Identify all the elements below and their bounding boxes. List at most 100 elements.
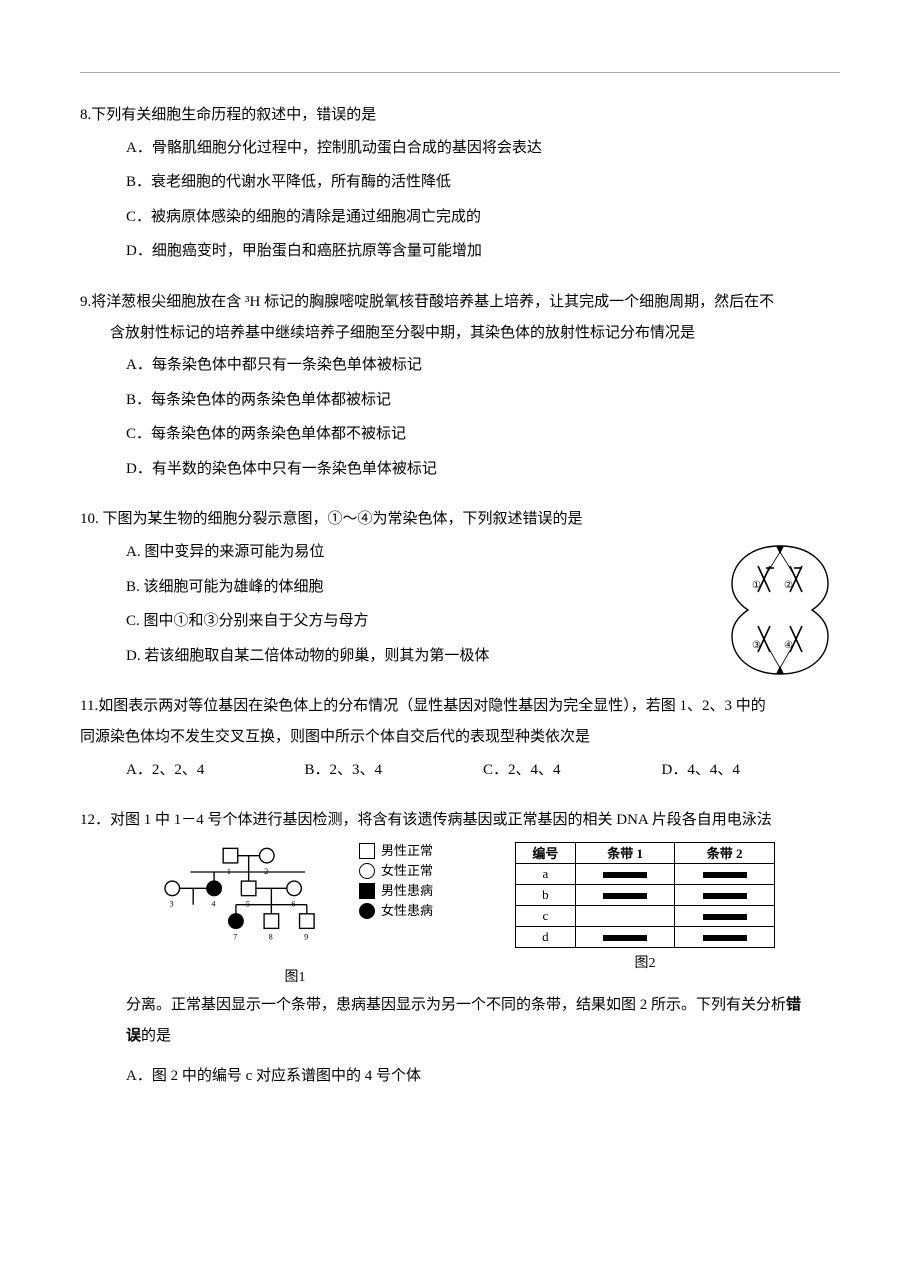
row-id: a — [516, 863, 576, 884]
legend-text: 男性正常 — [381, 842, 433, 860]
q12-opt-a: A．图 2 中的编号 c 对应系谱图中的 4 号个体 — [126, 1059, 840, 1094]
cell-band — [575, 884, 675, 905]
svg-text:2: 2 — [264, 867, 268, 876]
q10-number: 10. — [80, 511, 99, 527]
band-icon — [603, 893, 647, 899]
q9-stem-l1: 将洋葱根尖细胞放在含 ³H 标记的胸腺嘧啶脱氧核苷酸培养基上培养，让其完成一个细… — [91, 294, 774, 310]
q9-opt-c: C．每条染色体的两条染色单体都不被标记 — [126, 417, 840, 452]
table-header-row: 编号 条带 1 条带 2 — [516, 842, 775, 863]
q9-opt-a: A．每条染色体中都只有一条染色单体被标记 — [126, 348, 840, 383]
band-icon — [703, 872, 747, 878]
svg-text:②: ② — [784, 580, 793, 591]
cell-band — [675, 863, 775, 884]
page: 8.下列有关细胞生命历程的叙述中，错误的是 A．骨骼肌细胞分化过程中，控制肌动蛋… — [0, 0, 920, 1274]
q8-number: 8. — [80, 107, 91, 123]
q11-stem: 11.如图表示两对等位基因在染色体上的分布情况（显性基因对隐性基因为完全显性），… — [80, 691, 840, 753]
q11-options: A．2、2、4 B．2、3、4 C．2、4、4 D．4、4、4 — [80, 753, 840, 788]
col-id: 编号 — [516, 842, 576, 863]
fig2-caption: 图2 — [515, 952, 775, 972]
q12-number: 12． — [80, 812, 110, 828]
table-row: d — [516, 926, 775, 947]
svg-text:7: 7 — [233, 932, 237, 941]
svg-text:5: 5 — [246, 899, 250, 908]
cell-band — [575, 926, 675, 947]
cell-band — [675, 926, 775, 947]
q8-opt-c: C．被病原体感染的细胞的清除是通过细胞凋亡完成的 — [126, 200, 840, 235]
band-icon — [703, 893, 747, 899]
q8-opt-a: A．骨骼肌细胞分化过程中，控制肌动蛋白合成的基因将会表达 — [126, 131, 840, 166]
svg-text:①: ① — [752, 580, 761, 591]
gel-table: 编号 条带 1 条带 2 a b c — [515, 842, 775, 948]
q12-stem: 12．对图 1 中 1－4 号个体进行基因检测，将含有该遗传病基因或正常基因的相… — [80, 805, 840, 836]
square-filled-icon — [359, 883, 375, 899]
svg-text:3: 3 — [170, 899, 174, 908]
cell-empty — [575, 905, 675, 926]
q12-fig2-gel-table: 编号 条带 1 条带 2 a b c — [515, 842, 775, 972]
question-8: 8.下列有关细胞生命历程的叙述中，错误的是 A．骨骼肌细胞分化过程中，控制肌动蛋… — [80, 100, 840, 269]
q12-figures: 1 2 3 4 5 6 7 8 9 男性正常 女性正常 — [80, 842, 840, 986]
q12-continuation: 分离。正常基因显示一个条带，患病基因显示为另一个不同的条带，结果如图 2 所示。… — [80, 990, 840, 1052]
cell-band — [575, 863, 675, 884]
q12-cont-l1: 分离。正常基因显示一个条带，患病基因显示为另一个不同的条带，结果如图 2 所示。… — [126, 997, 786, 1013]
band-icon — [703, 914, 747, 920]
legend-text: 女性正常 — [381, 862, 433, 880]
question-12: 12．对图 1 中 1－4 号个体进行基因检测，将含有该遗传病基因或正常基因的相… — [80, 805, 840, 1094]
q8-opt-b: B．衰老细胞的代谢水平降低，所有酶的活性降低 — [126, 165, 840, 200]
q9-number: 9. — [80, 294, 91, 310]
q11-opt-b: B．2、3、4 — [305, 753, 484, 788]
legend-text: 女性患病 — [381, 902, 433, 920]
band-icon — [603, 872, 647, 878]
circle-filled-icon — [359, 903, 375, 919]
table-row: a — [516, 863, 775, 884]
q12-cont-suffix: 的是 — [141, 1028, 171, 1044]
question-9: 9.将洋葱根尖细胞放在含 ³H 标记的胸腺嘧啶脱氧核苷酸培养基上培养，让其完成一… — [80, 287, 840, 487]
q10-cell-division-figure: ① ② ③ ④ — [726, 540, 834, 680]
svg-text:6: 6 — [291, 899, 295, 908]
q9-stem-l2: 含放射性标记的培养基中继续培养子细胞至分裂中期，其染色体的放射性标记分布情况是 — [80, 318, 840, 349]
table-row: c — [516, 905, 775, 926]
circle-icon — [359, 863, 375, 879]
q9-options: A．每条染色体中都只有一条染色单体被标记 B．每条染色体的两条染色单体都被标记 … — [80, 348, 840, 486]
legend-text: 男性患病 — [381, 882, 433, 900]
q10-stem-text: 下图为某生物的细胞分裂示意图，①～④为常染色体，下列叙述错误的是 — [99, 511, 583, 527]
pedigree-svg: 1 2 3 4 5 6 7 8 9 — [145, 842, 345, 962]
col-band1: 条带 1 — [575, 842, 675, 863]
svg-text:9: 9 — [304, 932, 308, 941]
question-11: 11.如图表示两对等位基因在染色体上的分布情况（显性基因对隐性基因为完全显性），… — [80, 691, 840, 787]
q12-fig1-pedigree: 1 2 3 4 5 6 7 8 9 男性正常 女性正常 — [145, 842, 445, 986]
svg-text:8: 8 — [269, 932, 273, 941]
q11-opt-d: D．4、4、4 — [662, 753, 841, 788]
band-icon — [703, 935, 747, 941]
q12-cont-bold2: 误 — [126, 1027, 141, 1044]
q11-opt-a: A．2、2、4 — [126, 753, 305, 788]
square-icon — [359, 843, 375, 859]
q12-options: A．图 2 中的编号 c 对应系谱图中的 4 号个体 — [80, 1059, 840, 1094]
q8-stem-text: 下列有关细胞生命历程的叙述中，错误的是 — [91, 107, 376, 123]
question-10: 10. 下图为某生物的细胞分裂示意图，①～④为常染色体，下列叙述错误的是 A. … — [80, 504, 840, 673]
q8-options: A．骨骼肌细胞分化过程中，控制肌动蛋白合成的基因将会表达 B．衰老细胞的代谢水平… — [80, 131, 840, 269]
q11-stem-l2: 同源染色体均不发生交叉互换，则图中所示个体自交后代的表现型种类依次是 — [80, 722, 840, 753]
q8-stem: 8.下列有关细胞生命历程的叙述中，错误的是 — [80, 100, 840, 131]
cell-band — [675, 905, 775, 926]
legend-female-affected: 女性患病 — [359, 902, 433, 920]
q11-opt-c: C．2、4、4 — [483, 753, 662, 788]
q9-opt-b: B．每条染色体的两条染色单体都被标记 — [126, 383, 840, 418]
q9-stem: 9.将洋葱根尖细胞放在含 ³H 标记的胸腺嘧啶脱氧核苷酸培养基上培养，让其完成一… — [80, 287, 840, 349]
pedigree-legend: 男性正常 女性正常 男性患病 女性患病 — [359, 842, 433, 923]
q11-stem-l1: 如图表示两对等位基因在染色体上的分布情况（显性基因对隐性基因为完全显性），若图 … — [98, 698, 766, 714]
fig1-caption: 图1 — [145, 966, 445, 986]
row-id: b — [516, 884, 576, 905]
q11-number: 11. — [80, 698, 98, 714]
svg-text:④: ④ — [784, 640, 793, 651]
q9-opt-d: D．有半数的染色体中只有一条染色单体被标记 — [126, 452, 840, 487]
q12-cont-bold: 错 — [786, 996, 801, 1013]
q8-opt-d: D．细胞癌变时，甲胎蛋白和癌胚抗原等含量可能增加 — [126, 234, 840, 269]
svg-text:1: 1 — [227, 867, 231, 876]
band-icon — [603, 935, 647, 941]
cell-band — [675, 884, 775, 905]
q10-stem: 10. 下图为某生物的细胞分裂示意图，①～④为常染色体，下列叙述错误的是 — [80, 504, 840, 535]
header-rule — [80, 72, 840, 73]
row-id: c — [516, 905, 576, 926]
legend-male-affected: 男性患病 — [359, 882, 433, 900]
col-band2: 条带 2 — [675, 842, 775, 863]
